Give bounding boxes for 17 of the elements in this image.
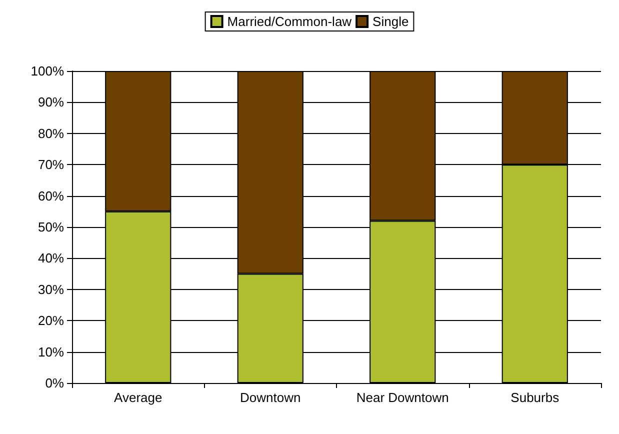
y-tick-label: 70%: [38, 157, 64, 172]
legend-label: Married/Common-law: [227, 14, 352, 29]
y-tick-label: 100%: [30, 64, 64, 78]
y-tick-label: 50%: [38, 220, 64, 234]
x-tick-label: Suburbs: [510, 390, 560, 405]
y-tick-label: 40%: [38, 250, 64, 266]
x-tick-label: Average: [114, 390, 162, 405]
y-tick-label: 0%: [45, 376, 64, 390]
y-tick-label: 90%: [38, 94, 64, 110]
y-tick-label: 80%: [38, 126, 64, 141]
x-tick-label: Near Downtown: [356, 390, 449, 405]
y-tick-label: 10%: [38, 344, 64, 360]
y-tick-label: 20%: [38, 313, 64, 328]
y-tick-label: 60%: [38, 188, 64, 204]
y-tick-label: 30%: [38, 282, 64, 297]
x-tick-label: Downtown: [240, 390, 301, 405]
legend-label: Single: [372, 14, 409, 29]
